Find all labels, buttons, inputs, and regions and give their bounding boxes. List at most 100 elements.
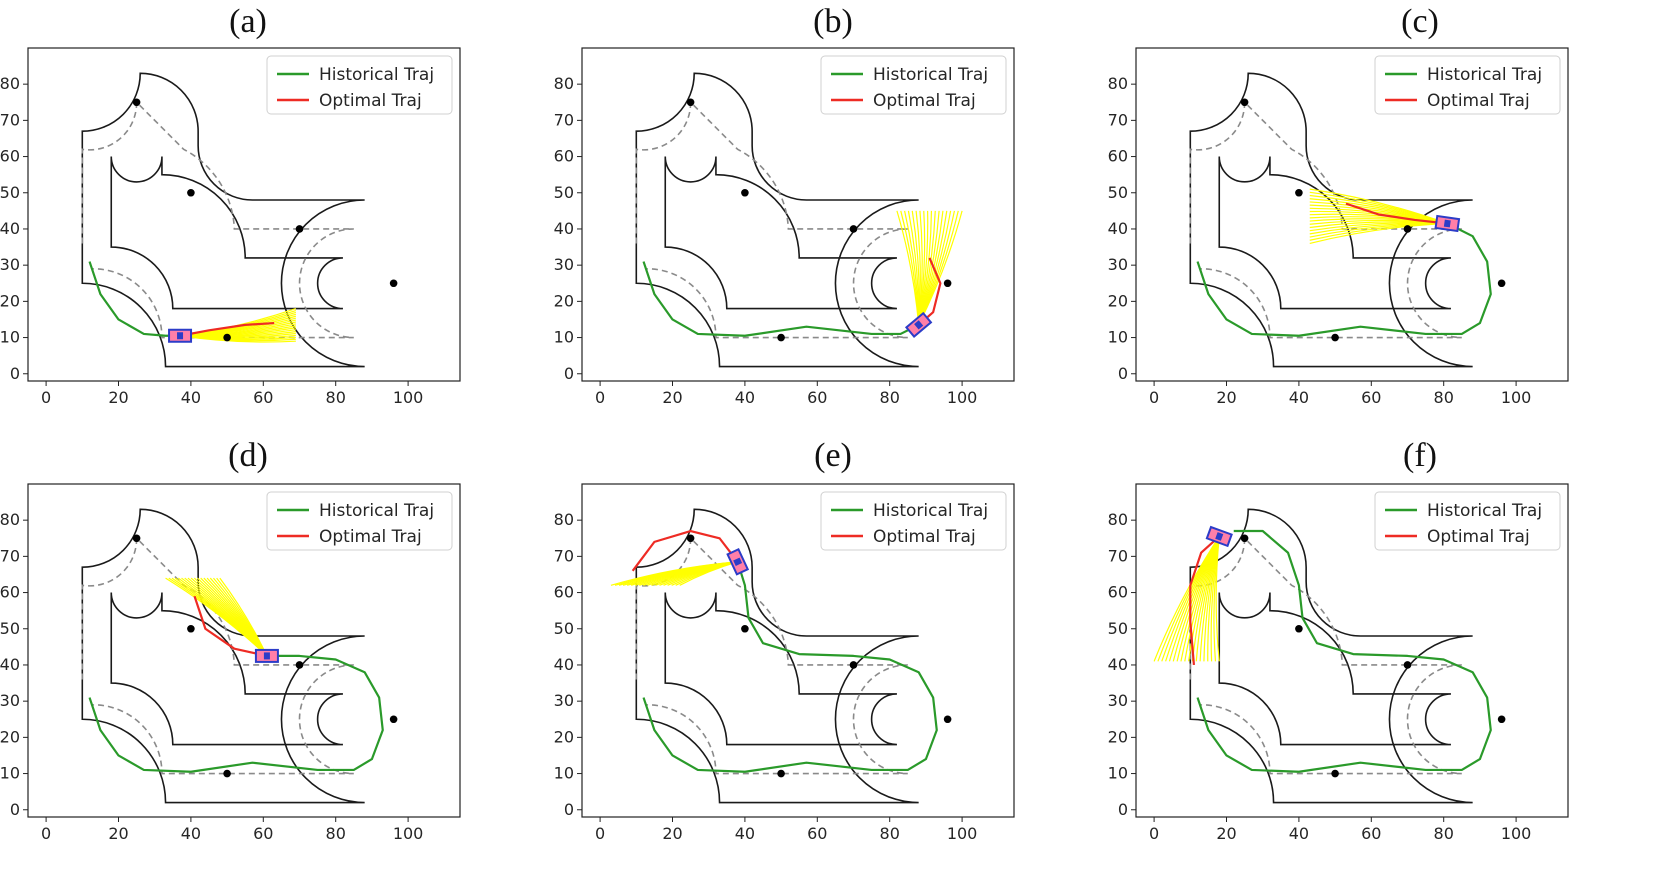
track-inner-boundary — [110, 156, 343, 310]
legend-optimal-label: Optimal Traj — [1427, 91, 1530, 111]
x-tick-label: 20 — [1216, 824, 1236, 843]
x-tick-label: 40 — [181, 824, 201, 843]
y-tick-label: 20 — [0, 291, 20, 310]
y-tick-label: 50 — [0, 619, 20, 638]
y-tick-label: 80 — [0, 510, 20, 529]
y-tick-label: 50 — [554, 183, 574, 202]
y-tick-label: 70 — [554, 546, 574, 565]
panel-f-label: (f) — [1403, 437, 1437, 474]
waypoint-marker — [1331, 333, 1339, 342]
historical-trajectory — [88, 261, 181, 337]
y-tick-label: 60 — [1108, 583, 1128, 602]
vehicle-cabin — [177, 332, 184, 340]
waypoint-marker — [1240, 98, 1249, 107]
track-outer-boundary — [1189, 508, 1473, 804]
y-tick-label: 40 — [0, 219, 20, 238]
y-tick-label: 70 — [1108, 546, 1128, 565]
y-tick-label: 60 — [1108, 147, 1128, 166]
panel-e-label: (e) — [814, 437, 852, 474]
waypoint-marker — [1497, 715, 1506, 724]
panel-a-label: (a) — [229, 3, 267, 40]
x-tick-label: 0 — [595, 388, 605, 407]
y-tick-label: 60 — [554, 147, 574, 166]
x-tick-label: 100 — [393, 388, 424, 407]
y-tick-label: 10 — [1108, 764, 1128, 783]
y-tick-label: 40 — [554, 219, 574, 238]
waypoint-marker — [389, 279, 398, 288]
vehicle-icon — [254, 648, 279, 663]
y-tick-label: 30 — [0, 691, 20, 710]
y-tick-label: 50 — [554, 619, 574, 638]
panel-e-plot — [610, 508, 952, 804]
panel-b: 0 20 40 60 80 100 0 10 20 30 40 50 60 70 80 Historical … — [554, 47, 1015, 407]
candidate-trajectory — [165, 577, 268, 657]
x-tick-label: 40 — [1289, 824, 1309, 843]
x-tick-label: 100 — [947, 824, 978, 843]
legend-box — [820, 55, 1007, 115]
waypoint-marker — [777, 769, 785, 778]
x-tick-label: 60 — [1361, 388, 1381, 407]
vehicle-cabin — [1443, 219, 1451, 228]
waypoint-marker — [943, 279, 952, 288]
waypoint-marker — [943, 715, 952, 724]
optimal-trajectory — [1345, 202, 1448, 225]
x-tick-label: 80 — [880, 388, 900, 407]
vehicle-icon — [168, 328, 193, 343]
waypoint-marker — [1240, 534, 1249, 543]
x-tick-label: 60 — [253, 388, 273, 407]
legend-historical-label: Historical Traj — [1427, 65, 1542, 85]
y-tick-label: 30 — [0, 255, 20, 274]
x-tick-label: 80 — [1434, 824, 1454, 843]
waypoint-marker — [1295, 188, 1303, 197]
x-tick-label: 100 — [947, 388, 978, 407]
optimal-trajectory — [631, 529, 739, 572]
panel-f-plot — [1153, 508, 1506, 804]
y-tick-label: 60 — [0, 583, 20, 602]
legend-optimal-label: Optimal Traj — [319, 527, 422, 547]
track-centerline — [81, 536, 354, 775]
panel-b-plot — [635, 72, 963, 368]
x-tick-label: 60 — [253, 824, 273, 843]
y-tick-label: 10 — [554, 764, 574, 783]
waypoint-marker — [295, 661, 304, 669]
x-tick-label: 100 — [393, 824, 424, 843]
legend-historical-label: Historical Traj — [873, 65, 988, 85]
panel-f: 0 20 40 60 80 100 0 10 20 30 40 50 60 70 80 Historical … — [1108, 483, 1569, 843]
y-tick-label: 40 — [0, 655, 20, 674]
y-tick-label: 20 — [1108, 727, 1128, 746]
y-tick-label: 80 — [554, 74, 574, 93]
track-outer-boundary — [635, 508, 919, 804]
x-tick-label: 80 — [326, 824, 346, 843]
x-tick-label: 20 — [662, 388, 682, 407]
historical-trajectory — [1196, 222, 1492, 337]
panel-b-label: (b) — [813, 3, 853, 40]
vehicle-cabin — [263, 652, 270, 660]
vehicle-cabin — [733, 557, 743, 566]
waypoint-marker — [187, 624, 195, 633]
x-tick-label: 60 — [807, 388, 827, 407]
y-tick-label: 80 — [1108, 74, 1128, 93]
panel-d: 0 20 40 60 80 100 0 10 20 30 40 50 60 70 80 Historical … — [0, 483, 461, 843]
track-inner-boundary — [1218, 156, 1451, 310]
legend-box — [820, 491, 1007, 551]
axes-frame — [27, 483, 461, 818]
legend-historical-label: Historical Traj — [319, 65, 434, 85]
x-tick-label: 80 — [1434, 388, 1454, 407]
x-tick-label: 0 — [41, 824, 51, 843]
waypoint-marker — [849, 225, 858, 233]
track-outer-boundary — [1189, 72, 1473, 368]
historical-trajectory — [88, 654, 384, 773]
track-inner-boundary — [110, 592, 343, 746]
vehicle-cabin — [1215, 532, 1224, 541]
y-tick-label: 10 — [0, 328, 20, 347]
waypoint-marker — [389, 715, 398, 724]
x-tick-label: 80 — [326, 388, 346, 407]
x-tick-label: 20 — [108, 388, 128, 407]
historical-trajectory — [642, 261, 920, 337]
y-tick-label: 70 — [0, 546, 20, 565]
x-tick-label: 80 — [880, 824, 900, 843]
axes-frame — [1135, 47, 1569, 382]
y-tick-label: 0 — [1118, 800, 1128, 819]
y-tick-label: 40 — [1108, 655, 1128, 674]
